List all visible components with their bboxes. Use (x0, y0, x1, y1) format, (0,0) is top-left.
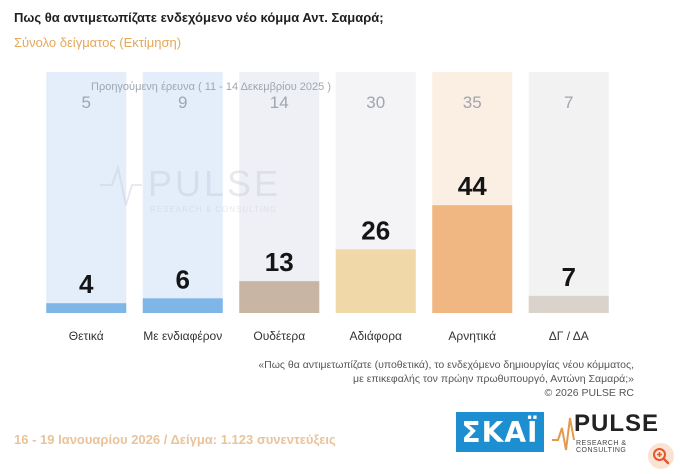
current-value-1: 6 (176, 264, 190, 294)
previous-bar-0 (46, 72, 127, 313)
current-bar-0 (46, 303, 127, 313)
note-line-3: © 2026 PULSE RC (544, 387, 634, 399)
chart-title: Πως θα αντιμετωπίζατε ενδεχόμενο νέο κόμ… (14, 10, 384, 25)
category-label-1: Με ενδιαφέρον (143, 329, 222, 343)
current-bar-1 (142, 298, 223, 313)
chart-subtitle: Σύνολο δείγματος (Εκτίμηση) (14, 35, 182, 50)
pulse-wave-icon (552, 417, 575, 451)
previous-value-2: 14 (270, 93, 289, 112)
previous-survey-label: Προηγούμενη έρευνα ( 11 - 14 Δεκεμβρίου … (91, 81, 331, 93)
note-line-2: με επικεφαλής τον πρώην πρωθυπουργό, Αντ… (353, 373, 634, 385)
previous-bar-1 (142, 72, 223, 313)
skai-logo: ΣΚΑΪ (456, 412, 544, 452)
pulse-logo-sub: RESEARCH & CONSULTING (576, 440, 627, 454)
previous-value-0: 5 (82, 93, 91, 112)
current-bar-2 (239, 281, 320, 313)
current-value-2: 13 (265, 247, 294, 277)
current-bar-3 (335, 249, 416, 313)
category-label-0: Θετικά (69, 329, 104, 343)
category-label-2: Ουδέτερα (253, 329, 305, 343)
previous-value-5: 7 (564, 93, 573, 112)
category-label-5: ΔΓ / ΔΑ (549, 329, 589, 343)
current-bar-5 (528, 295, 609, 313)
svg-text:PULSE: PULSE (148, 163, 281, 204)
question-note: «Πως θα αντιμετωπίζατε (υποθετικά), το ε… (214, 358, 634, 400)
previous-bar-5 (528, 72, 609, 313)
previous-bar-2 (239, 72, 320, 313)
current-bar-4 (432, 205, 513, 313)
svg-text:RESEARCH & CONSULTING: RESEARCH & CONSULTING (150, 205, 277, 214)
previous-value-4: 35 (463, 93, 482, 112)
pulse-logo: PULSE RESEARCH & CONSULTING (552, 410, 662, 456)
footer-sample-info: 16 - 19 Ιανουαρίου 2026 / Δείγμα: 1.123 … (14, 432, 336, 447)
pulse-watermark: PULSE RESEARCH & CONSULTING (100, 163, 281, 214)
zoom-in-icon[interactable] (648, 443, 674, 469)
bar-chart: Προηγούμενη έρευνα ( 11 - 14 Δεκεμβρίου … (46, 72, 609, 343)
current-value-3: 26 (361, 215, 390, 245)
note-line-1: «Πως θα αντιμετωπίζατε (υποθετικά), το ε… (258, 359, 634, 371)
category-label-3: Αδιάφορα (349, 329, 402, 343)
current-value-4: 44 (458, 171, 487, 201)
current-value-0: 4 (79, 269, 94, 299)
category-label-4: Αρνητικά (448, 329, 496, 343)
previous-value-1: 9 (178, 93, 187, 112)
previous-value-3: 30 (366, 93, 385, 112)
current-value-5: 7 (562, 262, 576, 292)
pulse-logo-name: PULSE (574, 410, 660, 437)
